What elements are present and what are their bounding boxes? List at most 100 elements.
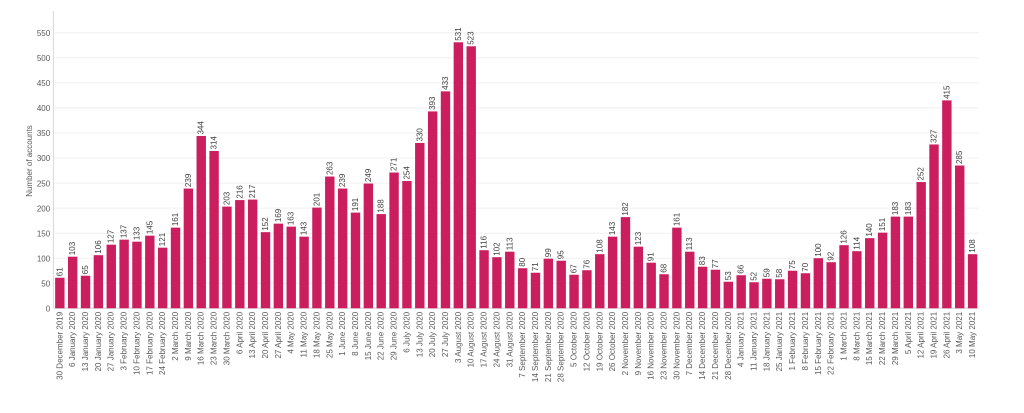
svg-text:152: 152	[261, 217, 270, 231]
svg-text:400: 400	[37, 104, 51, 113]
svg-text:7 December 2020: 7 December 2020	[685, 311, 694, 375]
svg-text:137: 137	[120, 224, 129, 238]
svg-text:10 August 2020: 10 August 2020	[467, 311, 476, 367]
svg-text:183: 183	[904, 201, 913, 215]
svg-text:450: 450	[37, 79, 51, 88]
svg-text:71: 71	[531, 262, 540, 271]
svg-text:1 February 2021: 1 February 2021	[788, 311, 797, 370]
svg-text:126: 126	[840, 230, 849, 244]
svg-text:15 June 2020: 15 June 2020	[364, 311, 373, 360]
svg-text:19 April 2021: 19 April 2021	[930, 311, 939, 358]
svg-text:9 November 2020: 9 November 2020	[634, 311, 643, 375]
svg-text:100: 100	[37, 254, 51, 263]
svg-text:70: 70	[801, 262, 810, 271]
svg-text:5 October 2020: 5 October 2020	[570, 311, 579, 367]
svg-text:29 March 2021: 29 March 2021	[891, 311, 900, 365]
svg-text:100: 100	[814, 243, 823, 257]
svg-text:8 February 2021: 8 February 2021	[801, 311, 810, 370]
svg-text:50: 50	[41, 279, 50, 288]
svg-text:183: 183	[891, 201, 900, 215]
svg-text:17 February 2020: 17 February 2020	[145, 311, 154, 375]
svg-text:99: 99	[544, 248, 553, 257]
svg-text:433: 433	[441, 76, 450, 90]
svg-text:344: 344	[197, 121, 206, 135]
svg-text:24 February 2020: 24 February 2020	[158, 311, 167, 375]
svg-text:28 December 2020: 28 December 2020	[724, 311, 733, 380]
svg-text:23 November 2020: 23 November 2020	[660, 311, 669, 380]
svg-text:13 April 2020: 13 April 2020	[248, 311, 257, 358]
svg-text:9 March 2020: 9 March 2020	[184, 311, 193, 360]
svg-text:1 March 2021: 1 March 2021	[840, 311, 849, 360]
svg-text:26 April 2021: 26 April 2021	[942, 311, 951, 358]
svg-text:68: 68	[660, 263, 669, 272]
svg-text:5 April 2021: 5 April 2021	[904, 311, 913, 354]
svg-text:11 May 2020: 11 May 2020	[300, 311, 309, 357]
svg-text:1 June 2020: 1 June 2020	[338, 311, 347, 356]
svg-text:14 December 2020: 14 December 2020	[698, 311, 707, 380]
svg-text:127: 127	[107, 229, 116, 243]
svg-text:327: 327	[930, 129, 939, 143]
svg-text:250: 250	[37, 179, 51, 188]
svg-text:12 April 2021: 12 April 2021	[917, 311, 926, 358]
svg-text:22 March 2021: 22 March 2021	[878, 311, 887, 365]
svg-text:15 February 2021: 15 February 2021	[814, 311, 823, 375]
svg-text:161: 161	[672, 212, 681, 226]
svg-text:3 February 2020: 3 February 2020	[120, 311, 129, 370]
svg-text:2 November 2020: 2 November 2020	[621, 311, 630, 375]
svg-text:26 October 2020: 26 October 2020	[608, 311, 617, 371]
svg-text:252: 252	[917, 167, 926, 181]
svg-text:16 November 2020: 16 November 2020	[647, 311, 656, 380]
svg-text:30 December 2019: 30 December 2019	[55, 311, 64, 380]
svg-text:263: 263	[325, 161, 334, 175]
svg-text:217: 217	[248, 184, 257, 198]
svg-text:4 January 2021: 4 January 2021	[737, 311, 746, 367]
svg-text:6 January 2020: 6 January 2020	[68, 311, 77, 367]
svg-text:20 April 2020: 20 April 2020	[261, 311, 270, 358]
svg-text:30 November 2020: 30 November 2020	[672, 311, 681, 380]
svg-text:17 August 2020: 17 August 2020	[480, 311, 489, 367]
svg-text:393: 393	[428, 96, 437, 110]
svg-text:22 June 2020: 22 June 2020	[377, 311, 386, 360]
svg-text:25 May 2020: 25 May 2020	[325, 311, 334, 358]
svg-text:2 March 2020: 2 March 2020	[171, 311, 180, 360]
svg-text:13 January 2020: 13 January 2020	[81, 311, 90, 371]
svg-text:330: 330	[415, 128, 424, 142]
svg-text:500: 500	[37, 54, 51, 63]
svg-text:77: 77	[711, 259, 720, 268]
svg-text:143: 143	[608, 221, 617, 235]
svg-text:29 June 2020: 29 June 2020	[390, 311, 399, 360]
svg-text:19 October 2020: 19 October 2020	[595, 311, 604, 371]
svg-text:28 September 2020: 28 September 2020	[557, 311, 566, 382]
svg-text:10 February 2020: 10 February 2020	[132, 311, 141, 375]
svg-text:20 July 2020: 20 July 2020	[428, 311, 437, 357]
svg-text:23 March 2020: 23 March 2020	[210, 311, 219, 365]
svg-text:182: 182	[621, 202, 630, 216]
svg-text:80: 80	[518, 257, 527, 266]
svg-text:271: 271	[390, 157, 399, 171]
svg-text:523: 523	[467, 31, 476, 45]
svg-text:114: 114	[852, 236, 861, 249]
svg-text:140: 140	[865, 223, 874, 237]
svg-text:7 September 2020: 7 September 2020	[518, 311, 527, 377]
svg-text:21 September 2020: 21 September 2020	[544, 311, 553, 382]
svg-text:27 January 2020: 27 January 2020	[107, 311, 116, 371]
svg-text:92: 92	[827, 251, 836, 260]
svg-text:239: 239	[338, 173, 347, 187]
svg-text:113: 113	[685, 237, 694, 250]
svg-text:249: 249	[364, 168, 373, 182]
svg-text:163: 163	[287, 211, 296, 225]
svg-text:103: 103	[68, 241, 77, 255]
svg-text:30 March 2020: 30 March 2020	[222, 311, 231, 365]
svg-text:254: 254	[402, 166, 411, 180]
svg-text:550: 550	[37, 29, 51, 38]
svg-text:12 October 2020: 12 October 2020	[582, 311, 591, 371]
svg-text:300: 300	[37, 154, 51, 163]
svg-text:200: 200	[37, 204, 51, 213]
svg-text:4 May 2020: 4 May 2020	[287, 311, 296, 353]
svg-text:106: 106	[94, 240, 103, 254]
svg-text:59: 59	[762, 268, 771, 277]
svg-text:8 March 2021: 8 March 2021	[852, 311, 861, 360]
svg-text:95: 95	[557, 250, 566, 259]
svg-text:65: 65	[81, 265, 90, 274]
svg-text:201: 201	[312, 192, 321, 206]
